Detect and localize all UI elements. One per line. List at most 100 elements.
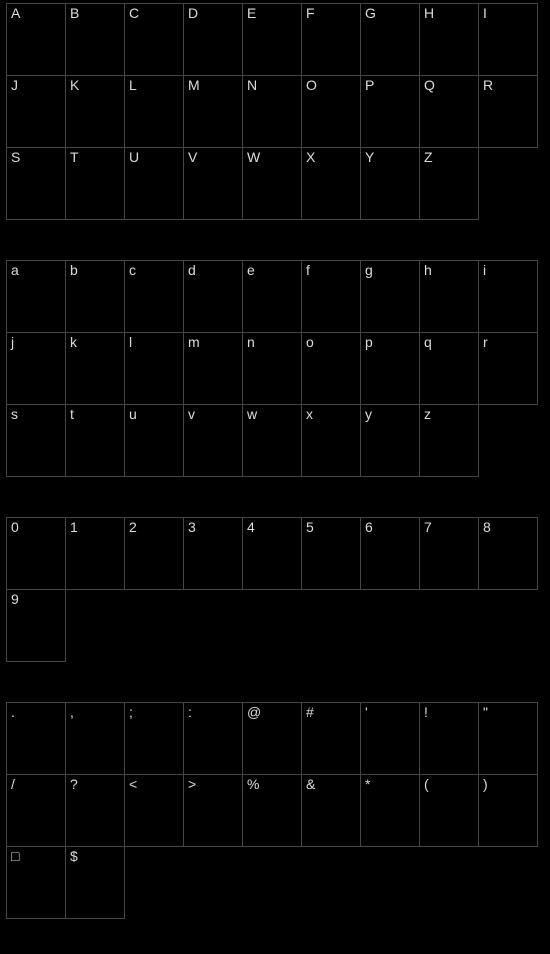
glyph: 3 <box>188 520 196 534</box>
glyph: ) <box>483 777 488 791</box>
char-cell: , <box>65 702 125 775</box>
char-cell: D <box>183 3 243 76</box>
char-cell: 5 <box>301 517 361 590</box>
charmap-section-lowercase: a b c d e f g h i j k l m n o p q r s t … <box>7 261 539 477</box>
char-cell: B <box>65 3 125 76</box>
charmap-section-symbols: . , ; : @ # ' ! " / ? < > % & * ( ) □ $ <box>7 703 539 919</box>
glyph: ( <box>424 777 429 791</box>
char-cell: d <box>183 260 243 333</box>
char-cell: ! <box>419 702 479 775</box>
glyph: O <box>306 78 317 92</box>
char-cell: k <box>65 332 125 405</box>
glyph: , <box>70 705 74 719</box>
char-cell: a <box>6 260 66 333</box>
glyph: > <box>188 777 196 791</box>
glyph: J <box>11 78 18 92</box>
glyph: h <box>424 263 432 277</box>
char-cell: A <box>6 3 66 76</box>
glyph: m <box>188 335 200 349</box>
char-cell: : <box>183 702 243 775</box>
char-cell: b <box>65 260 125 333</box>
glyph: Q <box>424 78 435 92</box>
glyph: L <box>129 78 137 92</box>
glyph: ' <box>365 705 368 719</box>
char-cell: > <box>183 774 243 847</box>
char-cell: c <box>124 260 184 333</box>
glyph: g <box>365 263 373 277</box>
glyph: R <box>483 78 493 92</box>
glyph: 4 <box>247 520 255 534</box>
char-cell: j <box>6 332 66 405</box>
glyph: z <box>424 407 431 421</box>
glyph: * <box>365 777 370 791</box>
char-cell: $ <box>65 846 125 919</box>
charmap-grid: A B C D E F G H I J K L M N O P Q R S T … <box>7 4 539 220</box>
char-cell: q <box>419 332 479 405</box>
char-cell: Y <box>360 147 420 220</box>
char-cell: l <box>124 332 184 405</box>
char-cell: 3 <box>183 517 243 590</box>
glyph: Z <box>424 150 433 164</box>
glyph: U <box>129 150 139 164</box>
glyph: v <box>188 407 195 421</box>
glyph: y <box>365 407 372 421</box>
char-cell: < <box>124 774 184 847</box>
glyph: f <box>306 263 310 277</box>
char-cell: o <box>301 332 361 405</box>
glyph: V <box>188 150 197 164</box>
char-cell: I <box>478 3 538 76</box>
char-cell: . <box>6 702 66 775</box>
glyph: n <box>247 335 255 349</box>
glyph: S <box>11 150 20 164</box>
char-cell: & <box>301 774 361 847</box>
glyph: E <box>247 6 256 20</box>
char-cell: e <box>242 260 302 333</box>
char-cell: m <box>183 332 243 405</box>
glyph: 0 <box>11 520 19 534</box>
glyph: P <box>365 78 374 92</box>
char-cell: u <box>124 404 184 477</box>
char-cell: s <box>6 404 66 477</box>
char-cell: L <box>124 75 184 148</box>
char-cell: 2 <box>124 517 184 590</box>
charmap-grid: 0 1 2 3 4 5 6 7 8 9 <box>7 518 539 662</box>
char-cell: % <box>242 774 302 847</box>
glyph: / <box>11 777 15 791</box>
char-cell: i <box>478 260 538 333</box>
glyph: j <box>11 335 14 349</box>
glyph: < <box>129 777 137 791</box>
char-cell: 7 <box>419 517 479 590</box>
char-cell: 4 <box>242 517 302 590</box>
glyph: " <box>483 705 488 719</box>
glyph: D <box>188 6 198 20</box>
char-cell: 1 <box>65 517 125 590</box>
glyph: 8 <box>483 520 491 534</box>
glyph: b <box>70 263 78 277</box>
glyph: $ <box>70 849 78 863</box>
glyph: I <box>483 6 487 20</box>
char-cell: g <box>360 260 420 333</box>
glyph: l <box>129 335 132 349</box>
char-cell: # <box>301 702 361 775</box>
char-cell: 0 <box>6 517 66 590</box>
char-cell: R <box>478 75 538 148</box>
glyph: r <box>483 335 488 349</box>
glyph: k <box>70 335 77 349</box>
glyph: x <box>306 407 313 421</box>
char-cell: n <box>242 332 302 405</box>
char-cell: " <box>478 702 538 775</box>
glyph: 1 <box>70 520 78 534</box>
char-cell: 6 <box>360 517 420 590</box>
charmap-section-digits: 0 1 2 3 4 5 6 7 8 9 <box>7 518 539 662</box>
char-cell: Z <box>419 147 479 220</box>
char-cell: ? <box>65 774 125 847</box>
glyph: M <box>188 78 200 92</box>
char-cell: N <box>242 75 302 148</box>
glyph: T <box>70 150 79 164</box>
glyph: 9 <box>11 592 19 606</box>
glyph: ? <box>70 777 78 791</box>
glyph: : <box>188 705 192 719</box>
char-cell: H <box>419 3 479 76</box>
char-cell: ' <box>360 702 420 775</box>
char-cell: C <box>124 3 184 76</box>
